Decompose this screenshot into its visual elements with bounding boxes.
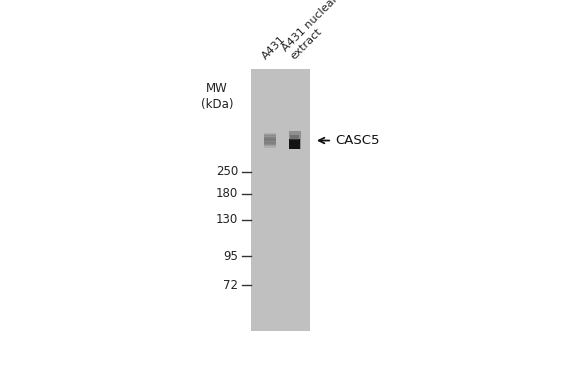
- Bar: [264, 138, 276, 141]
- Bar: [264, 144, 276, 147]
- Text: CASC5: CASC5: [335, 134, 380, 147]
- Bar: [264, 133, 276, 136]
- Bar: [264, 136, 276, 140]
- Bar: [264, 142, 276, 145]
- Text: 95: 95: [223, 250, 238, 263]
- Bar: [251, 69, 310, 331]
- Bar: [264, 140, 276, 144]
- Text: A431: A431: [261, 34, 288, 61]
- Text: 180: 180: [216, 187, 238, 200]
- Text: 250: 250: [216, 166, 238, 178]
- Bar: [264, 134, 276, 138]
- Text: 130: 130: [216, 214, 238, 226]
- Bar: [290, 135, 299, 140]
- Bar: [264, 139, 276, 143]
- Bar: [264, 135, 276, 139]
- Bar: [289, 131, 300, 149]
- Text: 72: 72: [223, 279, 238, 292]
- Bar: [264, 143, 276, 146]
- Text: MW
(kDa): MW (kDa): [201, 82, 233, 111]
- Bar: [289, 139, 300, 149]
- Text: A431 nuclear
extract: A431 nuclear extract: [281, 0, 349, 61]
